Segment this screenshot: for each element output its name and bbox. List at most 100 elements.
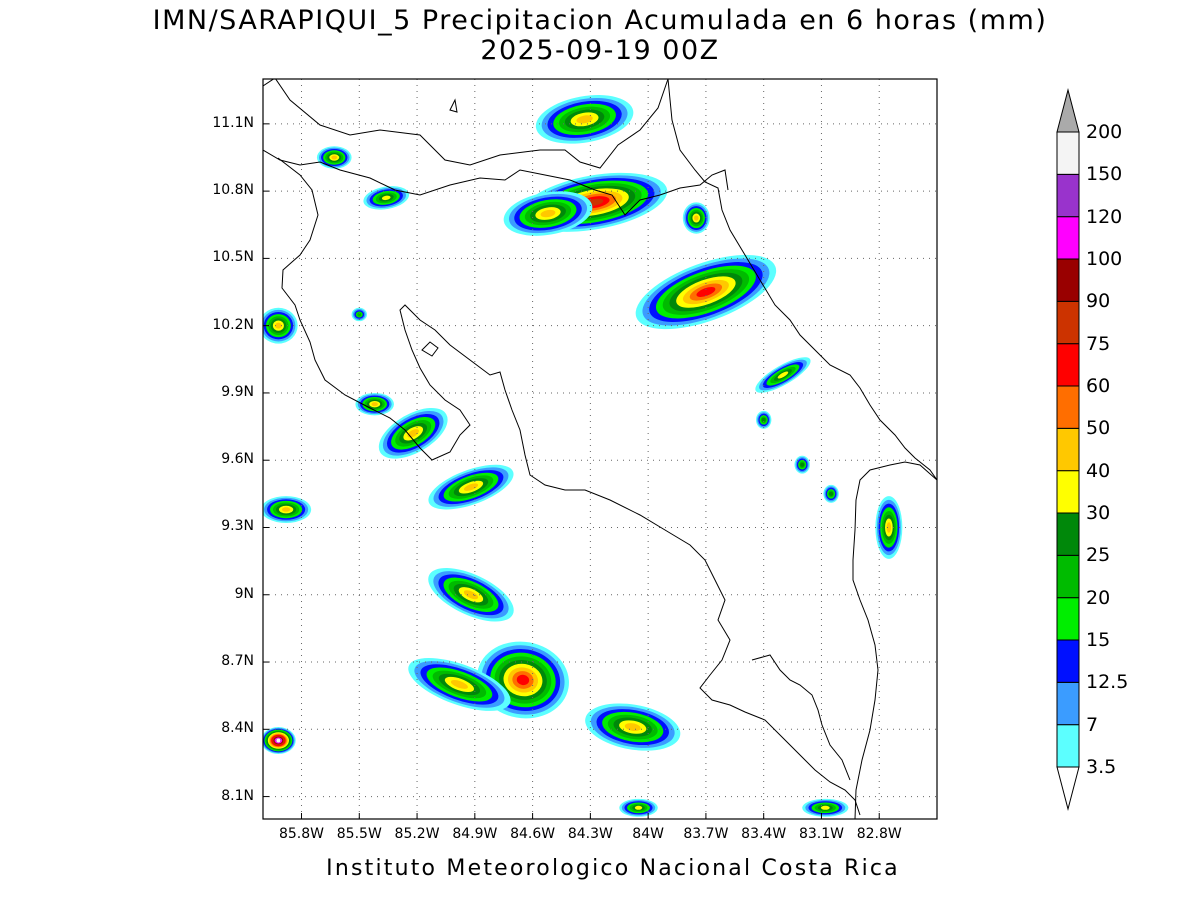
colorbar-swatch	[1056, 639, 1080, 683]
rain-contour	[463, 483, 479, 491]
rain-contour	[829, 491, 834, 496]
rain-contour	[576, 115, 593, 124]
y-tick-label: 9.9N	[221, 383, 254, 400]
rain-contour	[371, 402, 378, 407]
rain-contour	[276, 738, 281, 743]
rain-cell	[263, 727, 296, 754]
colorbar-swatch	[1056, 427, 1080, 472]
colorbar-swatch	[1056, 216, 1080, 260]
rain-cell	[619, 798, 658, 817]
rain-contour	[450, 680, 468, 689]
island-outline	[449, 98, 458, 113]
colorbar-label: 150	[1086, 163, 1123, 186]
y-tick-label: 8.1N	[221, 787, 254, 804]
colorbar-swatch	[1056, 554, 1080, 599]
caribbean-coast	[667, 79, 937, 481]
rain-cell	[351, 307, 367, 322]
colorbar-label: 75	[1086, 332, 1111, 355]
x-tick-marks	[301, 813, 880, 819]
colorbar-label: 20	[1086, 586, 1111, 609]
y-tick-marks	[263, 123, 269, 798]
colorbar-swatch	[1056, 385, 1080, 429]
colorbar-label: 3.5	[1086, 756, 1117, 778]
colorbar-swatch	[1056, 343, 1080, 387]
rain-contour	[275, 322, 282, 329]
x-tick-label: 83.1W	[798, 826, 844, 842]
rain-cell	[682, 202, 710, 234]
credit-text: Instituto Meteorologico Nacional Costa R…	[326, 856, 900, 881]
colorbar-label: 30	[1086, 502, 1111, 524]
rain-contour	[886, 522, 892, 533]
colorbar-swatch	[1056, 258, 1080, 302]
colorbar-swatch	[1056, 681, 1080, 726]
x-tick-label: 85.8W	[278, 826, 324, 842]
colorbar-label: 50	[1086, 417, 1111, 440]
colorbar-label: 90	[1086, 290, 1111, 313]
x-tick-label: 84.9W	[452, 826, 498, 842]
map-subtitle: 2025-09-19 00Z	[480, 35, 720, 66]
rain-contour	[281, 507, 291, 512]
rain-cell	[802, 798, 849, 817]
y-tick-label: 10.8N	[212, 182, 254, 199]
colorbar-label: 15	[1086, 629, 1111, 651]
rain-contour	[331, 155, 338, 160]
rain-contour	[407, 429, 419, 438]
map-title: IMN/SARAPIQUI_5 Precipitacion Acumulada …	[152, 5, 1048, 36]
rain-cell	[755, 357, 811, 393]
x-tick-label: 84.3W	[567, 826, 613, 842]
rain-contour	[696, 287, 716, 298]
colorbar-swatch	[1056, 512, 1080, 556]
colorbar-swatch	[1056, 724, 1080, 768]
rain-contour	[777, 371, 789, 379]
rain-contour	[381, 195, 391, 201]
rain-cell	[875, 496, 903, 559]
rain-cell	[263, 307, 298, 344]
colorbar-label: 60	[1086, 375, 1111, 397]
colorbar-label: 25	[1086, 544, 1111, 567]
y-tick-label: 9.6N	[221, 451, 254, 468]
x-tick-label: 84W	[632, 826, 664, 842]
nicaragua-costa-rica-border	[263, 149, 729, 216]
rain-cell	[355, 392, 394, 416]
plot-frame	[262, 78, 938, 820]
rain-cell	[428, 567, 514, 622]
y-tick-label: 8.4N	[221, 720, 254, 737]
pacific-coast	[277, 157, 861, 816]
y-tick-label: 9.3N	[221, 518, 254, 535]
x-tick-label: 85.5W	[336, 826, 382, 842]
rain-cell	[428, 464, 514, 510]
rain-cell	[823, 484, 839, 503]
rain-cell	[378, 407, 448, 459]
colorbar-over-arrow	[1056, 88, 1080, 133]
rain-contour	[516, 674, 530, 686]
rain-cell	[635, 254, 777, 330]
colorbar-swatch	[1056, 597, 1080, 641]
colorbar-swatch	[1056, 131, 1080, 175]
rain-cell	[363, 186, 410, 210]
rain-cell	[755, 410, 772, 429]
rain-contour	[624, 723, 641, 731]
costa-rica-panama-border	[852, 461, 937, 819]
rain-contour	[820, 805, 830, 810]
golfo-dulce	[751, 654, 851, 781]
lake-outline	[421, 341, 439, 357]
x-tick-label: 83.4W	[741, 826, 787, 842]
colorbar-under-arrow	[1056, 766, 1080, 811]
x-tick-label: 84.6W	[510, 826, 556, 842]
x-tick-label: 82.8W	[856, 826, 902, 842]
colorbar-swatch	[1056, 300, 1080, 345]
rain-contour	[694, 215, 699, 221]
x-tick-label: 83.7W	[683, 826, 729, 842]
rain-contour	[634, 805, 643, 810]
colorbar	[1056, 88, 1080, 811]
y-tick-label: 8.7N	[221, 653, 254, 670]
colorbar-label: 200	[1086, 121, 1123, 143]
y-tick-label: 10.5N	[212, 249, 254, 266]
rain-cell	[503, 191, 593, 236]
y-tick-label: 10.2N	[212, 316, 254, 333]
y-tick-label: 9N	[234, 585, 254, 602]
rain-cell	[263, 496, 312, 523]
y-tick-label: 11.1N	[212, 114, 254, 131]
colorbar-swatch	[1056, 173, 1080, 218]
